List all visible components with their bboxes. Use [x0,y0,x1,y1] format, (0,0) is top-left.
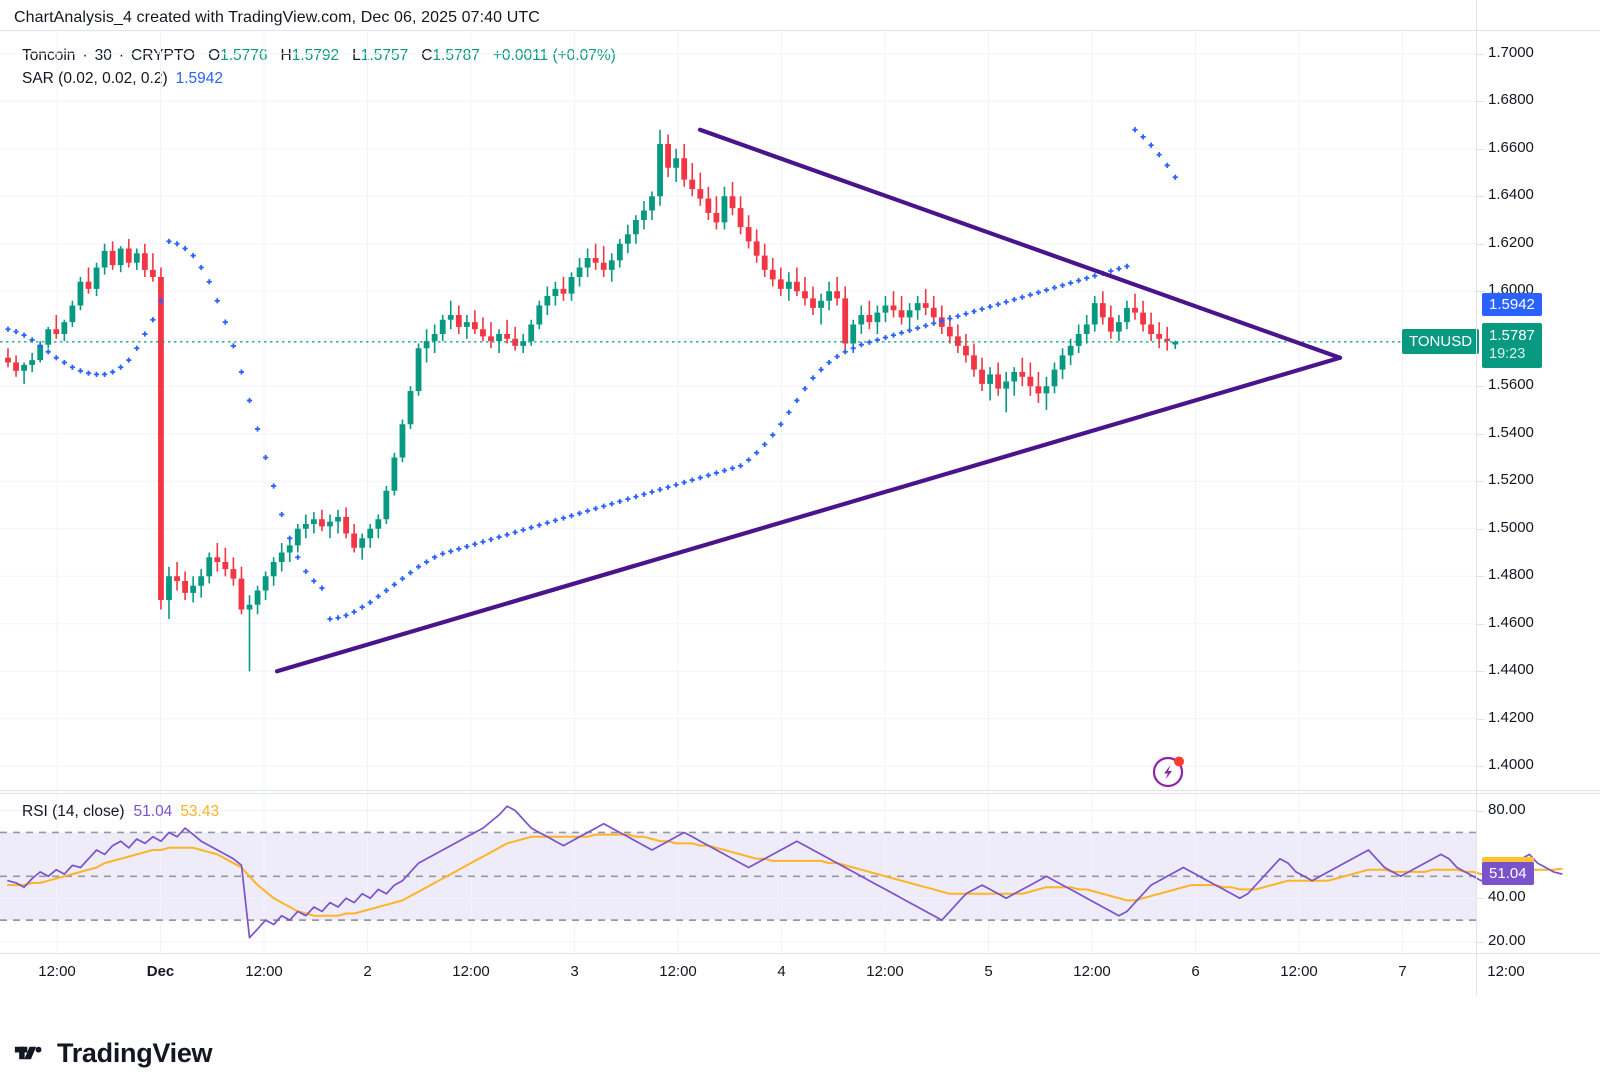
price-axis-tickmark [1476,386,1485,388]
price-axis[interactable]: 1.7000 1.6800 1.6600 1.6400 1.6200 1.6000 1.56… [1476,30,1600,790]
price-axis-tickmark [1476,623,1485,625]
time-axis-tick: 5 [984,963,993,980]
ohlc-low-value: 1.5757 [360,47,409,64]
rsi-axis-tickmark [1476,942,1485,944]
time-axis[interactable]: 12:00 Dec 12:00 2 12:00 3 12:00 4 12:00 5 12:00 6 12… [0,953,1600,995]
price-axis-tickmark [1476,528,1485,530]
price-chart-pane[interactable] [0,30,1476,790]
rsi-canvas [0,793,1563,953]
price-axis-tickmark [1476,766,1485,768]
last-price-badge[interactable]: 1.5787 19:23 [1482,322,1542,368]
price-axis-tickmark [1476,671,1485,673]
ohlc-change: +0.0011 (+0.07%) [492,47,616,64]
ohlc-close-value: 1.5787 [432,47,480,64]
price-axis-tickmark [1476,196,1485,198]
time-axis-tick: 12:00 [866,963,904,980]
pane-divider [0,790,1600,791]
rsi-axis-tick: 20.00 [1488,932,1526,950]
price-axis-tickmark [1476,101,1485,103]
time-axis-tick: 2 [363,963,372,980]
price-axis-tick: 1.4800 [1488,566,1534,584]
legend-separator-2: · [118,47,125,64]
time-axis-tick: Dec [146,963,175,980]
symbol-interval[interactable]: 30 [94,47,112,64]
ohlc-open-label: O [208,47,221,64]
price-axis-tick: 1.6800 [1488,91,1534,109]
symbol-name[interactable]: Toncoin [22,47,76,64]
price-axis-tickmark [1476,481,1485,483]
time-axis-tick: 6 [1191,963,1200,980]
tradingview-wordmark: TradingView [57,1037,213,1068]
ohlc-high-label: H [280,47,292,64]
price-axis-tick: 1.4600 [1488,613,1534,631]
price-axis-tick: 1.4200 [1488,708,1534,726]
symbol-exchange: CRYPTO [131,47,196,64]
price-axis-tickmark [1476,433,1485,435]
rsi-value-badge[interactable]: 51.04 [1482,862,1534,886]
pane-divider [0,30,1600,31]
rsi-pane[interactable] [0,793,1563,953]
price-axis-tick: 1.5400 [1488,423,1534,441]
pane-divider [0,953,1600,954]
price-axis-tickmark [1476,291,1485,293]
price-axis-tickmark [1476,576,1485,578]
legend-separator-1: · [82,47,88,64]
time-axis-tick: 12:00 [38,963,76,980]
sar-indicator-label[interactable]: SAR (0.02, 0.02, 0.2) [22,70,168,87]
rsi-ma-legend-value: 53.43 [180,803,220,820]
ohlc-close-label: C [421,47,433,64]
time-axis-tick: 12:00 [245,963,283,980]
ohlc-low-label: L [352,47,361,64]
time-axis-tick: 12:00 [1073,963,1111,980]
time-axis-tick: 12:00 [1487,963,1525,980]
price-axis-tick: 1.5200 [1488,471,1534,489]
rsi-axis-tickmark [1476,898,1485,900]
rsi-axis-tick: 40.00 [1488,888,1526,906]
sar-price-badge[interactable]: 1.5942 [1482,293,1542,317]
time-axis-tick: 4 [777,963,786,980]
price-axis-tickmark [1476,148,1485,150]
ohlc-open-value: 1.5776 [220,47,268,64]
time-axis-tick: 7 [1398,963,1407,980]
rsi-axis-tick: 80.00 [1488,800,1526,818]
axis-vertical-divider [1476,0,1477,995]
time-axis-tick: 12:00 [659,963,697,980]
sar-indicator-value: 1.5942 [175,70,224,87]
sar-legend-row: SAR (0.02, 0.02, 0.2) 1.5942 [22,67,616,90]
ohlc-high-value: 1.5792 [291,47,340,64]
tradingview-footer: TradingView [14,1037,213,1069]
ticker-tag[interactable]: TONUSD [1402,328,1480,354]
time-axis-tick: 12:00 [1280,963,1318,980]
price-axis-tickmark [1476,718,1485,720]
rsi-legend: RSI (14, close) 51.04 53.43 [22,803,219,821]
price-axis-tickmark [1476,53,1485,55]
chart-legend: Toncoin · 30 · CRYPTO O1.5776 H1.5792 L1.5757 C1… [22,44,616,90]
price-axis-tick: 1.6200 [1488,233,1534,251]
symbol-legend-row: Toncoin · 30 · CRYPTO O1.5776 H1.5792 L1.5757 C1… [22,44,616,67]
price-chart-canvas [0,30,1476,790]
price-axis-tick: 1.5600 [1488,376,1534,394]
pane-divider [0,793,1600,794]
last-price-countdown: 19:23 [1489,346,1526,363]
price-axis-tick: 1.5000 [1488,518,1534,536]
price-axis-tick: 1.6600 [1488,138,1534,156]
time-axis-tick: 3 [570,963,579,980]
price-axis-tick: 1.4000 [1488,756,1534,774]
rsi-legend-value: 51.04 [133,803,173,820]
chart-caption: ChartAnalysis_4 created with TradingView… [14,9,540,26]
time-axis-tick: 12:00 [452,963,490,980]
price-axis-tick: 1.6400 [1488,186,1534,204]
rsi-legend-label[interactable]: RSI (14, close) [22,803,125,820]
price-axis-tickmark [1476,243,1485,245]
price-axis-tick: 1.7000 [1488,43,1534,61]
tradingview-logo-icon [14,1046,42,1060]
price-axis-tick: 1.4400 [1488,661,1534,679]
last-price-value: 1.5787 [1489,326,1535,344]
rsi-axis-tickmark [1476,810,1485,812]
